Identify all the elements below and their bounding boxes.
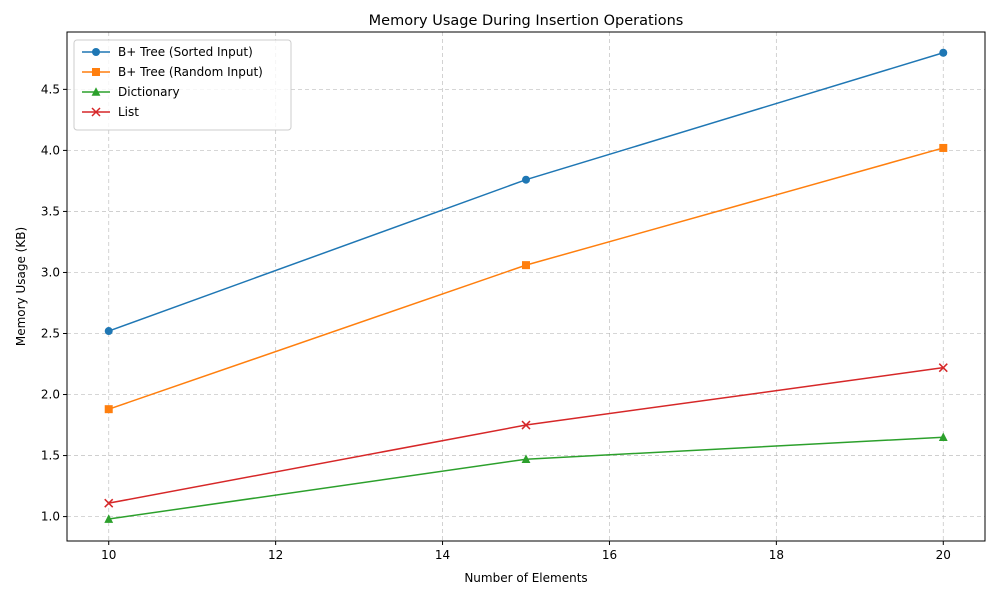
series-3 [104, 363, 948, 508]
y-tick-label: 4.5 [41, 82, 60, 96]
data-point [939, 48, 948, 57]
y-tick-label: 4.0 [41, 143, 60, 157]
y-tick-label: 1.5 [41, 449, 60, 463]
data-point [104, 405, 113, 414]
data-point [104, 498, 114, 508]
legend-item: B+ Tree (Random Input) [82, 65, 263, 79]
series-0 [104, 48, 948, 336]
data-point [938, 432, 948, 442]
legend-box [73, 39, 292, 131]
y-tick-label: 3.5 [41, 204, 60, 218]
data-point [104, 327, 113, 336]
legend-item: Dictionary [82, 85, 180, 99]
legend-marker [91, 107, 101, 117]
data-point [938, 363, 948, 373]
y-tick-label: 2.0 [41, 388, 60, 402]
x-tick-label: 12 [268, 548, 283, 562]
data-point [521, 454, 531, 464]
axes: 10 12 14 16 18 20 1.0 1.5 2.0 2.5 3.0 3.5 4.0 4.5 [41, 82, 951, 562]
data-point [521, 420, 531, 430]
legend-label: B+ Tree (Random Input) [118, 65, 263, 79]
x-tick-label: 20 [936, 548, 951, 562]
y-tick-label: 3.0 [41, 265, 60, 279]
data-point [104, 514, 114, 523]
series-1 [104, 143, 948, 414]
legend-marker [92, 68, 100, 76]
y-tick-label: 2.5 [41, 326, 60, 340]
legend-label: B+ Tree (Sorted Input) [118, 45, 253, 59]
x-tick-label: 16 [602, 548, 617, 562]
legend-marker [91, 87, 101, 96]
x-axis-label: Number of Elements [464, 571, 587, 585]
x-tick-label: 10 [101, 548, 116, 562]
data-point [522, 175, 530, 184]
series-2 [104, 432, 948, 523]
data-point [939, 143, 948, 152]
plot-frame [66, 31, 986, 542]
legend-label: List [118, 105, 139, 119]
legend-item: List [82, 105, 139, 119]
chart-title: Memory Usage During Insertion Operations [369, 13, 684, 29]
legend-label: Dictionary [118, 85, 180, 99]
y-tick-label: 1.0 [41, 510, 60, 524]
data-point [522, 261, 530, 270]
y-axis-label: Memory Usage (KB) [14, 227, 28, 346]
grid [67, 32, 985, 541]
x-tick-label: 14 [435, 548, 450, 562]
legend-item: B+ Tree (Sorted Input) [82, 45, 253, 59]
legend-marker [92, 48, 100, 56]
series-layer [104, 48, 948, 523]
x-tick-label: 18 [769, 548, 784, 562]
legend: B+ Tree (Sorted Input) B+ Tree (Random In… [73, 39, 292, 131]
